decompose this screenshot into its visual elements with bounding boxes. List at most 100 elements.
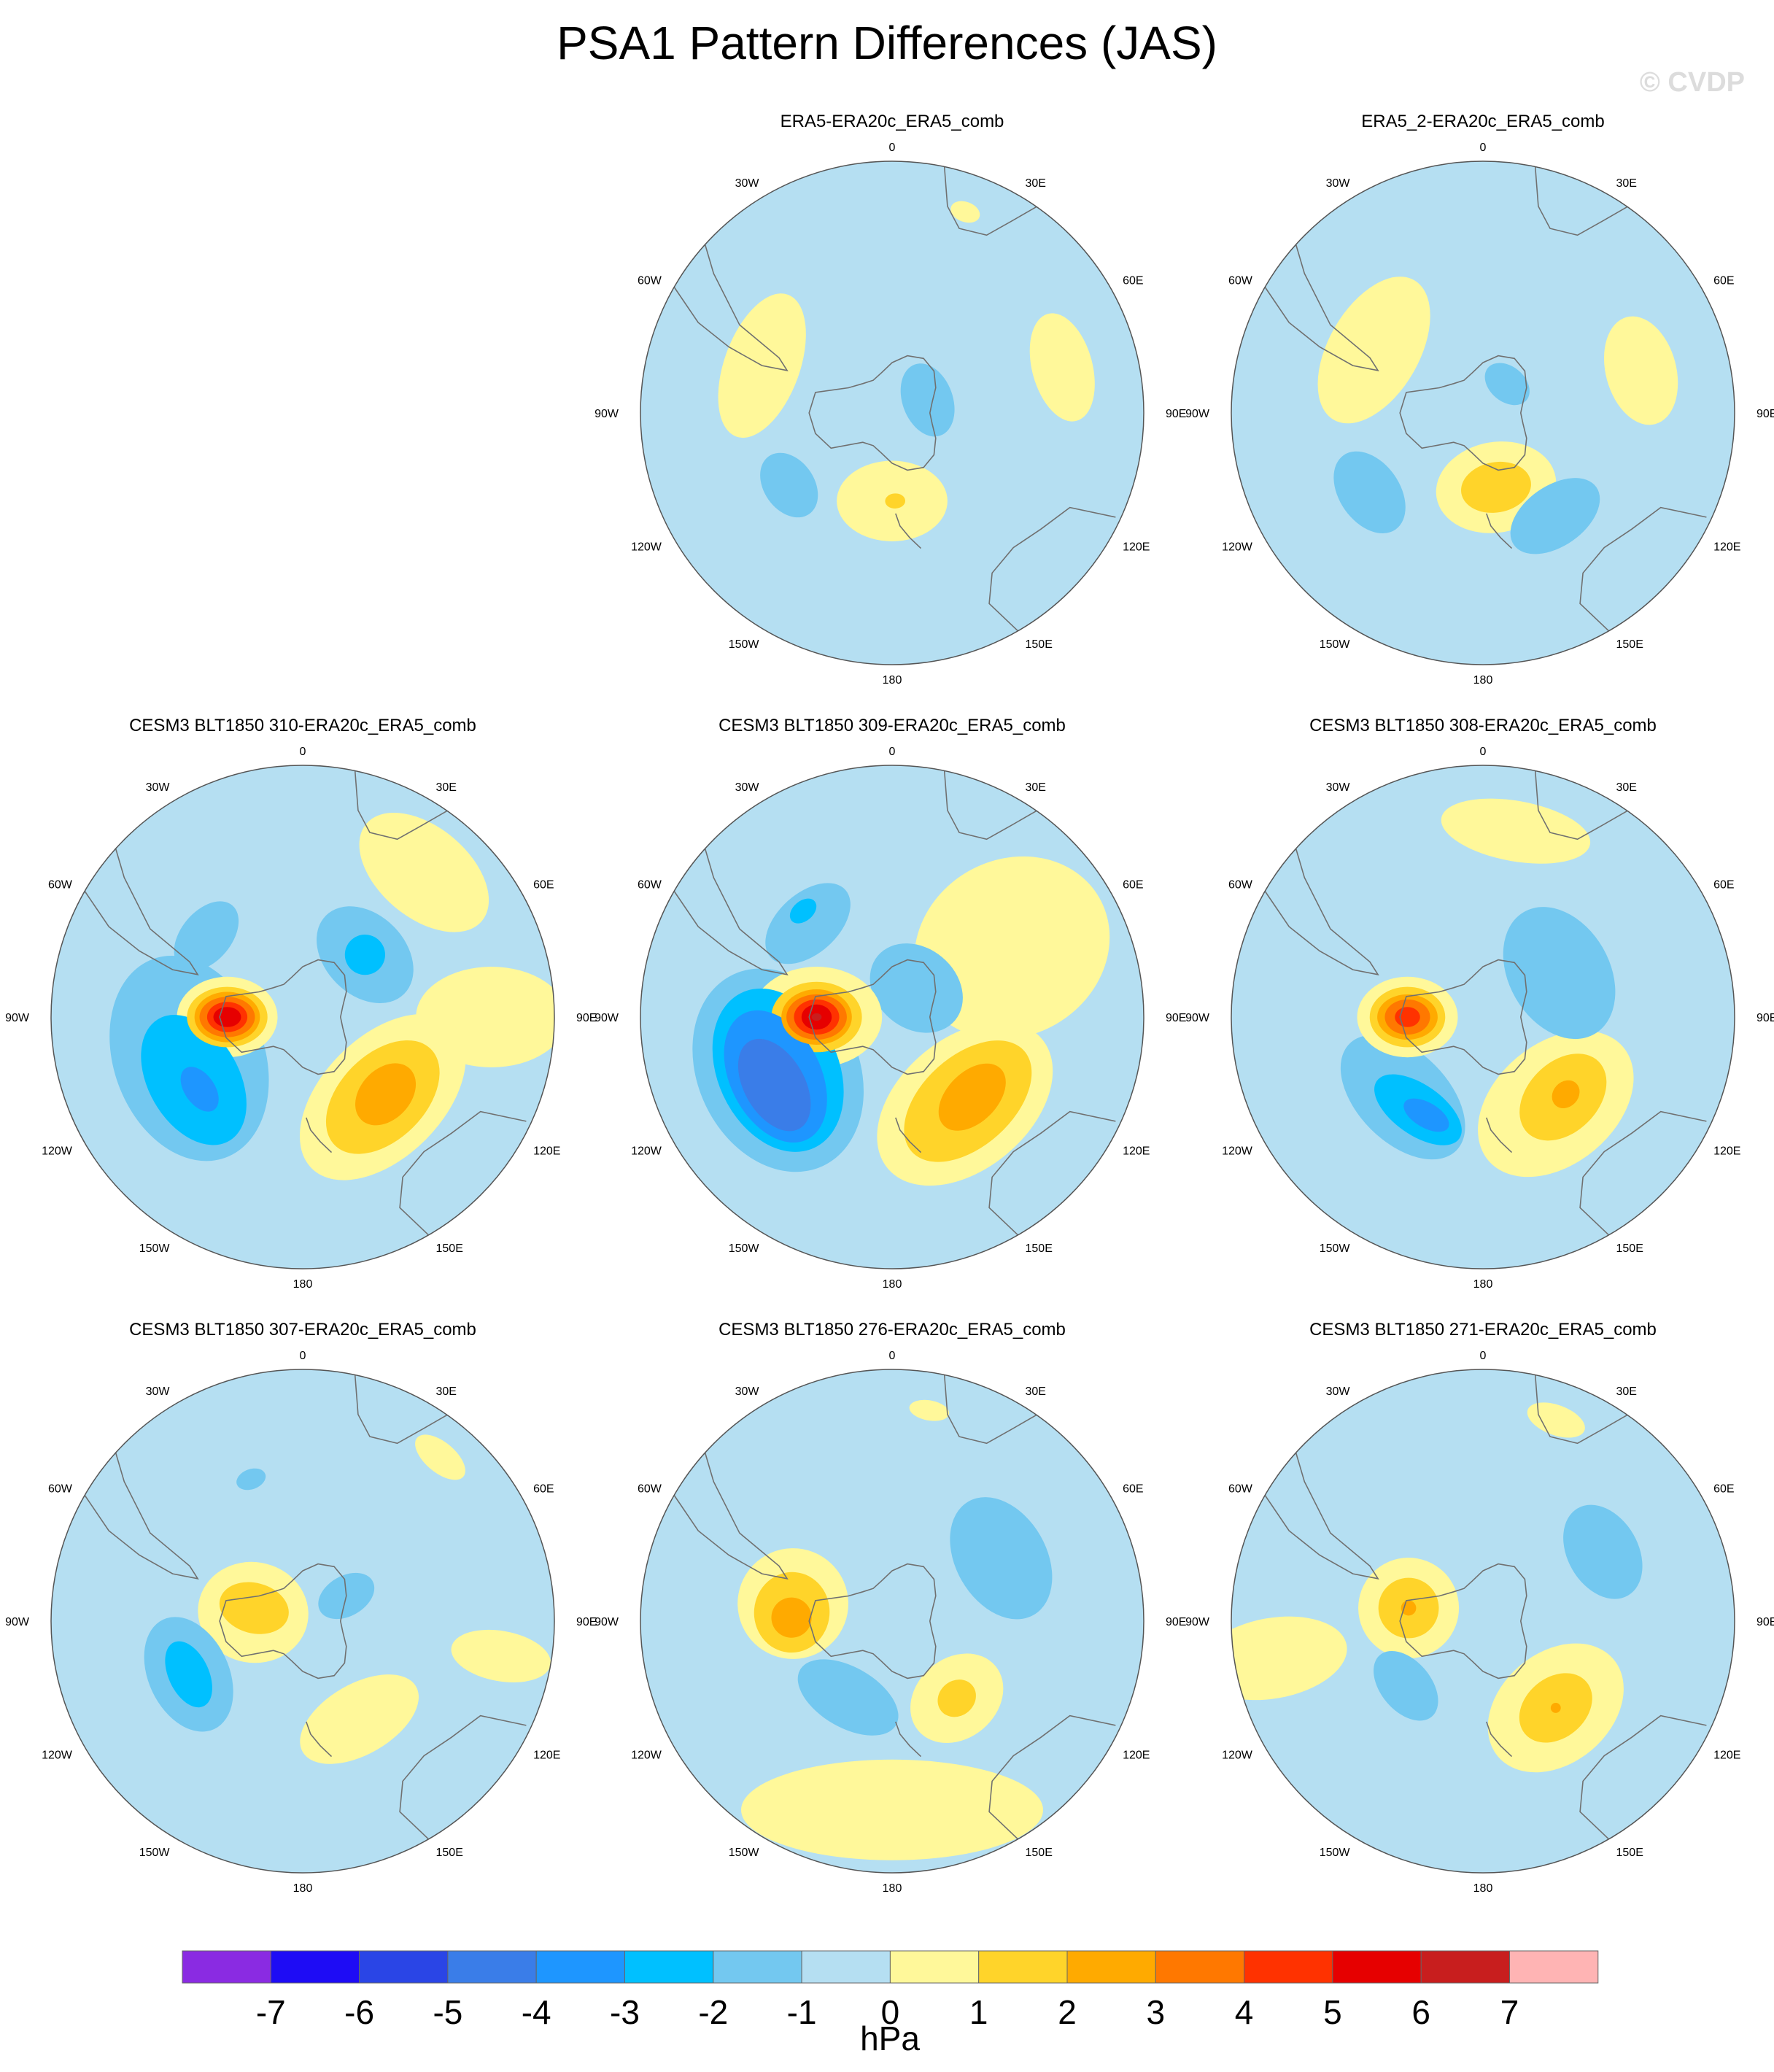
contour-region: [180, 1067, 219, 1112]
contour-region: [1441, 798, 1591, 864]
longitude-label: 60E: [1713, 275, 1734, 287]
africa-outline: [1534, 770, 1628, 840]
longitude-label: 60E: [1123, 879, 1143, 892]
longitude-label: 150E: [436, 1847, 463, 1859]
longitude-label: 30E: [436, 781, 457, 794]
new-zealand-outline: [1486, 1117, 1513, 1153]
contour-region: [737, 1038, 811, 1132]
contour-field: [673, 166, 1116, 632]
contour-region: [415, 1434, 465, 1480]
longitude-label: 150E: [1616, 1242, 1643, 1255]
australia-outline: [399, 1110, 527, 1236]
colorbar-tick-label: -6: [344, 1993, 374, 2031]
longitude-label: 90W: [5, 1012, 30, 1024]
colorbar-tick-label: -3: [610, 1993, 640, 2031]
panel-title: CESM3 BLT1850 271-ERA20c_ERA5_comb: [1309, 1320, 1657, 1340]
longitude-label: 30E: [1026, 177, 1046, 190]
south-america-outline: [673, 1452, 789, 1580]
contour-region: [1550, 1703, 1561, 1713]
contour-region: [909, 1399, 950, 1421]
contour-region: [1603, 316, 1678, 425]
coastlines: [84, 770, 527, 1236]
contour-region: [213, 1007, 241, 1027]
contour-region: [760, 452, 818, 518]
longitude-label: 150W: [139, 1242, 171, 1255]
contour-region: [236, 1468, 266, 1491]
new-zealand-outline: [895, 1721, 922, 1758]
longitude-label: 30W: [146, 1385, 171, 1398]
contour-region: [355, 1063, 417, 1126]
contour-region: [1461, 461, 1531, 513]
south-america-outline: [84, 848, 199, 975]
contour-field: [84, 770, 554, 1236]
map-border: [1231, 1369, 1735, 1874]
figure-title: PSA1 Pattern Differences (JAS): [557, 17, 1217, 69]
longitude-label: 90E: [1166, 1012, 1186, 1024]
contour-region: [937, 1679, 976, 1717]
longitude-label: 60W: [48, 879, 73, 892]
longitude-label: 0: [889, 1350, 896, 1362]
map-background: [1231, 1369, 1735, 1873]
longitude-label: 150E: [1026, 638, 1053, 651]
colorbar: -7 -6 -5 -4 -3 -2 -1 0 1 2 3 4 5 6 7: [182, 1950, 1599, 2031]
map-border: [640, 161, 1144, 665]
panel-title: CESM3 BLT1850 309-ERA20c_ERA5_comb: [718, 716, 1066, 735]
watermark-logo: © CVDP: [1639, 67, 1745, 98]
antarctica-outline: [808, 355, 937, 471]
longitude-label: 30W: [1326, 177, 1351, 190]
longitude-label: 60E: [533, 879, 554, 892]
africa-outline: [1534, 1375, 1628, 1445]
longitude-label: 30W: [735, 781, 760, 794]
panel-title: ERA5_2-ERA20c_ERA5_comb: [1361, 112, 1605, 131]
contour-field: [84, 1375, 551, 1840]
colorbar-swatch: [1332, 1950, 1422, 1984]
colorbar-tick-label: 2: [1058, 1993, 1077, 2031]
longitude-label: 150E: [1616, 638, 1643, 651]
contour-region: [938, 1063, 1006, 1131]
contour-field: [673, 1375, 1116, 1860]
contour-region: [300, 1674, 419, 1764]
south-america-outline: [1264, 1452, 1379, 1580]
coastlines: [673, 1375, 1116, 1840]
map-background: [1231, 765, 1735, 1269]
longitude-label: 60W: [638, 1483, 662, 1496]
longitude-label: 150E: [1616, 1847, 1643, 1859]
map-panel-p5: CESM3 BLT1850 308-ERA20c_ERA5_comb 0 30E 60…: [1185, 716, 1774, 1291]
longitude-label: 90W: [594, 408, 619, 420]
australia-outline: [988, 1715, 1116, 1840]
longitude-label: 0: [300, 1350, 306, 1362]
new-zealand-outline: [306, 1721, 333, 1758]
map-panel-p2: ERA5_2-ERA20c_ERA5_comb 0 30E 60E 90E 120E 150…: [1185, 112, 1774, 687]
longitude-label: 120E: [1123, 1145, 1150, 1158]
longitude-label: 90W: [1185, 1616, 1210, 1628]
new-zealand-outline: [895, 513, 922, 549]
longitude-label: 120W: [42, 1750, 73, 1762]
antarctica-outline: [1399, 1563, 1527, 1679]
south-america-outline: [1264, 848, 1379, 975]
longitude-label: 0: [889, 746, 896, 758]
contour-region: [219, 1582, 289, 1634]
contour-region: [950, 201, 980, 223]
colorbar-swatch: [1155, 1950, 1245, 1984]
coastlines: [1264, 1375, 1707, 1840]
contour-region: [1029, 313, 1095, 422]
longitude-label: 150W: [1320, 638, 1351, 651]
contour-region: [900, 363, 955, 437]
longitude-label: 150W: [1320, 1847, 1351, 1859]
longitude-label: 150E: [436, 1242, 463, 1255]
longitude-label: 90W: [5, 1616, 30, 1628]
colorbar-swatch: [624, 1950, 714, 1984]
antarctica-outline: [1399, 959, 1527, 1075]
longitude-label: 90W: [594, 1616, 619, 1628]
longitude-label: 150W: [729, 1847, 760, 1859]
antarctica-outline: [1399, 355, 1527, 471]
longitude-label: 150E: [1026, 1242, 1053, 1255]
longitude-label: 60W: [1228, 1483, 1253, 1496]
coastlines: [84, 1375, 527, 1840]
longitude-label: 0: [1480, 746, 1487, 758]
colorbar-swatch: [535, 1950, 626, 1984]
contour-region: [741, 1759, 1043, 1860]
longitude-label: 90W: [1185, 408, 1210, 420]
south-america-outline: [1264, 244, 1379, 371]
